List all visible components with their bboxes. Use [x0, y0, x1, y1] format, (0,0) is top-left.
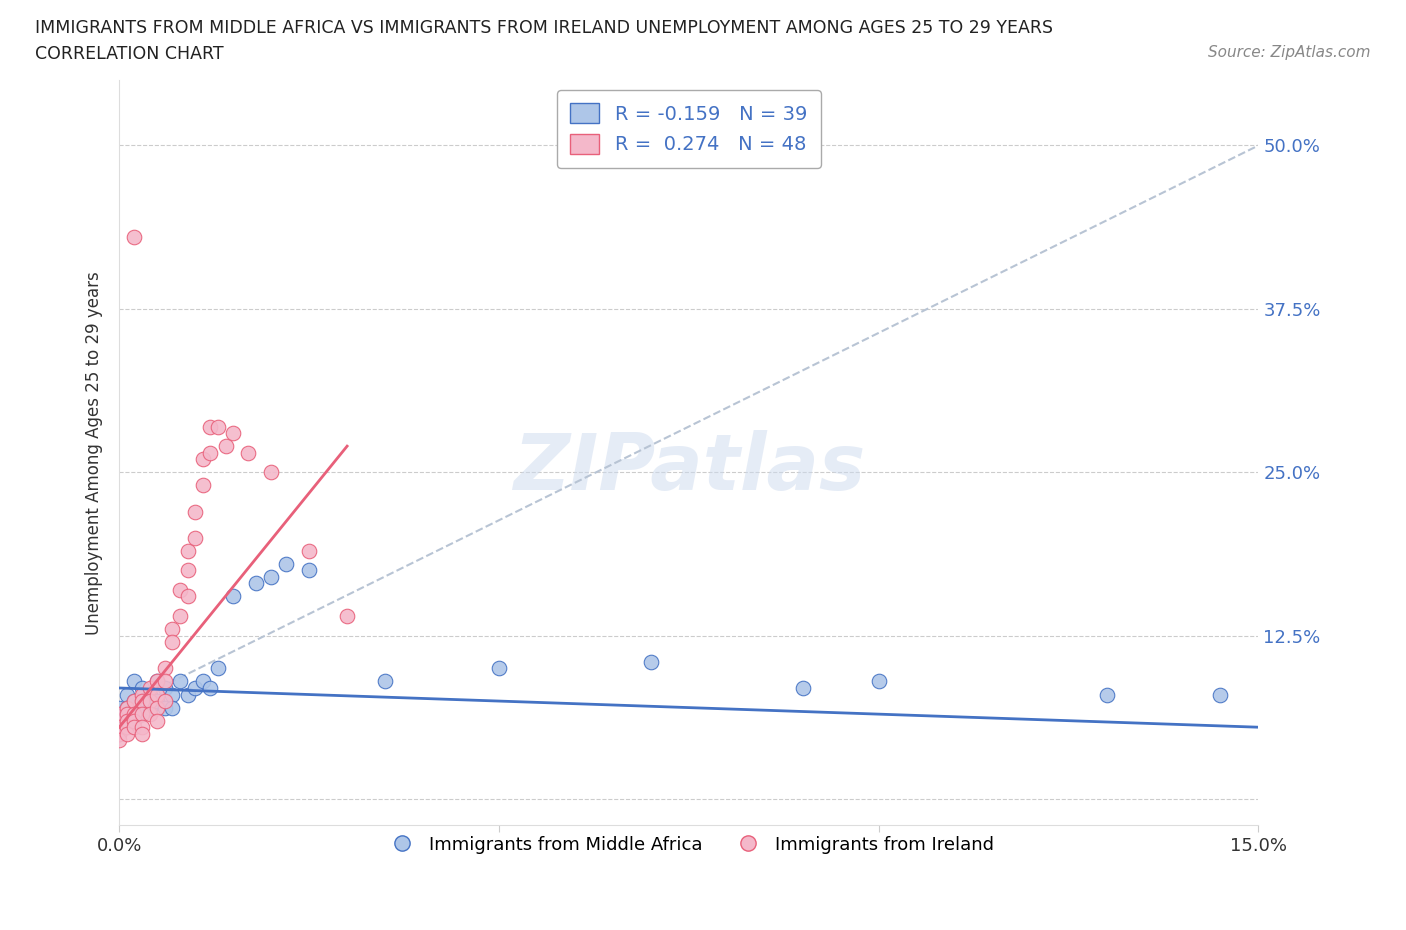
Point — [124, 674, 146, 689]
Point — [124, 694, 146, 709]
Point — [124, 720, 146, 735]
Point — [108, 707, 131, 722]
Point — [184, 504, 207, 519]
Point — [207, 661, 229, 676]
Point — [374, 674, 396, 689]
Point — [792, 681, 814, 696]
Point — [153, 700, 176, 715]
Point — [115, 720, 138, 735]
Point — [108, 700, 131, 715]
Point — [131, 707, 153, 722]
Text: Source: ZipAtlas.com: Source: ZipAtlas.com — [1208, 45, 1371, 60]
Point — [146, 687, 169, 702]
Point — [191, 478, 214, 493]
Point — [146, 694, 169, 709]
Point — [184, 681, 207, 696]
Point — [162, 622, 184, 637]
Point — [336, 608, 359, 623]
Point — [245, 576, 267, 591]
Point — [200, 445, 222, 460]
Point — [169, 608, 191, 623]
Point — [131, 687, 153, 702]
Point — [153, 681, 176, 696]
Point — [138, 681, 160, 696]
Point — [138, 700, 160, 715]
Point — [162, 687, 184, 702]
Point — [176, 543, 198, 558]
Point — [131, 726, 153, 741]
Point — [200, 681, 222, 696]
Point — [153, 694, 176, 709]
Point — [138, 694, 160, 709]
Point — [124, 707, 146, 722]
Point — [162, 700, 184, 715]
Point — [222, 589, 245, 604]
Point — [153, 661, 176, 676]
Text: CORRELATION CHART: CORRELATION CHART — [35, 45, 224, 62]
Point — [298, 563, 321, 578]
Point — [108, 713, 131, 728]
Point — [131, 694, 153, 709]
Point — [276, 556, 298, 571]
Point — [1209, 687, 1232, 702]
Y-axis label: Unemployment Among Ages 25 to 29 years: Unemployment Among Ages 25 to 29 years — [86, 271, 103, 634]
Point — [162, 635, 184, 650]
Point — [115, 713, 138, 728]
Point — [131, 720, 153, 735]
Point — [138, 687, 160, 702]
Point — [138, 707, 160, 722]
Point — [260, 465, 283, 480]
Point — [115, 707, 138, 722]
Point — [131, 694, 153, 709]
Point — [214, 439, 236, 454]
Point — [115, 707, 138, 722]
Point — [153, 674, 176, 689]
Point — [124, 713, 146, 728]
Point — [115, 726, 138, 741]
Point — [115, 687, 138, 702]
Point — [115, 713, 138, 728]
Point — [169, 582, 191, 597]
Point — [146, 713, 169, 728]
Point — [222, 426, 245, 441]
Point — [115, 700, 138, 715]
Point — [115, 700, 138, 715]
Point — [108, 726, 131, 741]
Point — [124, 694, 146, 709]
Text: ZIPatlas: ZIPatlas — [513, 430, 865, 506]
Point — [191, 674, 214, 689]
Point — [124, 707, 146, 722]
Point — [131, 681, 153, 696]
Point — [131, 707, 153, 722]
Point — [200, 419, 222, 434]
Point — [146, 674, 169, 689]
Point — [176, 589, 198, 604]
Point — [868, 674, 890, 689]
Point — [640, 655, 662, 670]
Text: IMMIGRANTS FROM MIDDLE AFRICA VS IMMIGRANTS FROM IRELAND UNEMPLOYMENT AMONG AGES: IMMIGRANTS FROM MIDDLE AFRICA VS IMMIGRA… — [35, 19, 1053, 36]
Point — [146, 674, 169, 689]
Point — [1095, 687, 1118, 702]
Legend: Immigrants from Middle Africa, Immigrants from Ireland: Immigrants from Middle Africa, Immigrant… — [377, 829, 1001, 861]
Point — [108, 720, 131, 735]
Point — [108, 726, 131, 741]
Point — [146, 700, 169, 715]
Point — [298, 543, 321, 558]
Point — [488, 661, 510, 676]
Point — [260, 569, 283, 584]
Point — [176, 563, 198, 578]
Point — [207, 419, 229, 434]
Point — [238, 445, 260, 460]
Point — [169, 674, 191, 689]
Point — [176, 687, 198, 702]
Point — [184, 530, 207, 545]
Point — [124, 230, 146, 245]
Point — [191, 452, 214, 467]
Point — [108, 733, 131, 748]
